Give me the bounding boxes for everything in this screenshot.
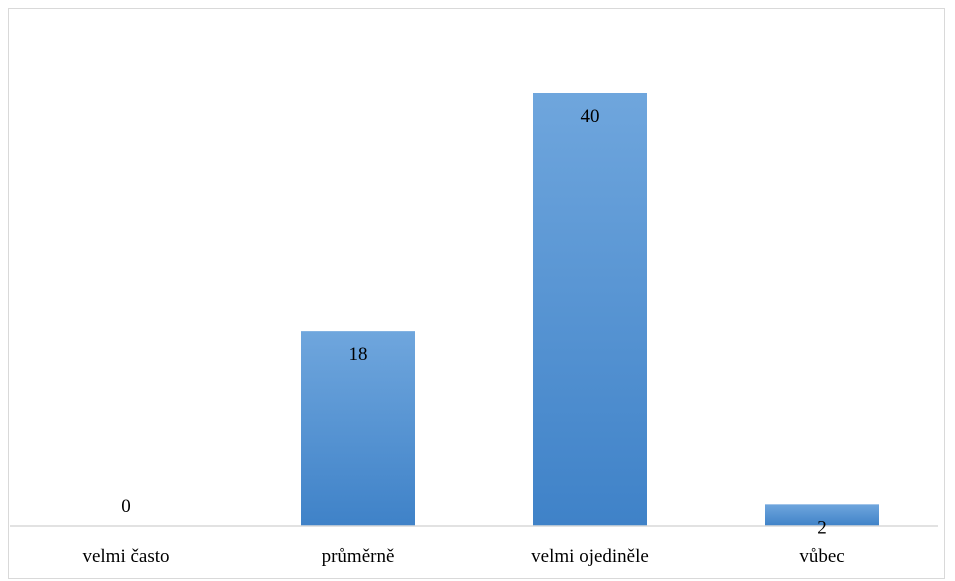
data-label-3: 2 bbox=[817, 517, 827, 538]
category-label-0: velmi často bbox=[82, 546, 169, 567]
bars-group bbox=[301, 93, 879, 526]
data-label-1: 18 bbox=[349, 344, 368, 365]
bar-2 bbox=[533, 93, 647, 526]
category-label-3: vůbec bbox=[799, 546, 844, 567]
category-labels-group: velmi často průměrně velmi ojediněle vůbec bbox=[82, 546, 844, 567]
category-label-1: průměrně bbox=[322, 546, 395, 567]
data-labels-group: 0 18 40 2 bbox=[121, 106, 827, 538]
data-label-0: 0 bbox=[121, 496, 131, 517]
bar-3 bbox=[765, 504, 879, 526]
data-label-2: 40 bbox=[581, 106, 600, 127]
category-label-2: velmi ojediněle bbox=[531, 546, 649, 567]
chart-frame bbox=[8, 8, 945, 579]
bar-1 bbox=[301, 331, 415, 526]
